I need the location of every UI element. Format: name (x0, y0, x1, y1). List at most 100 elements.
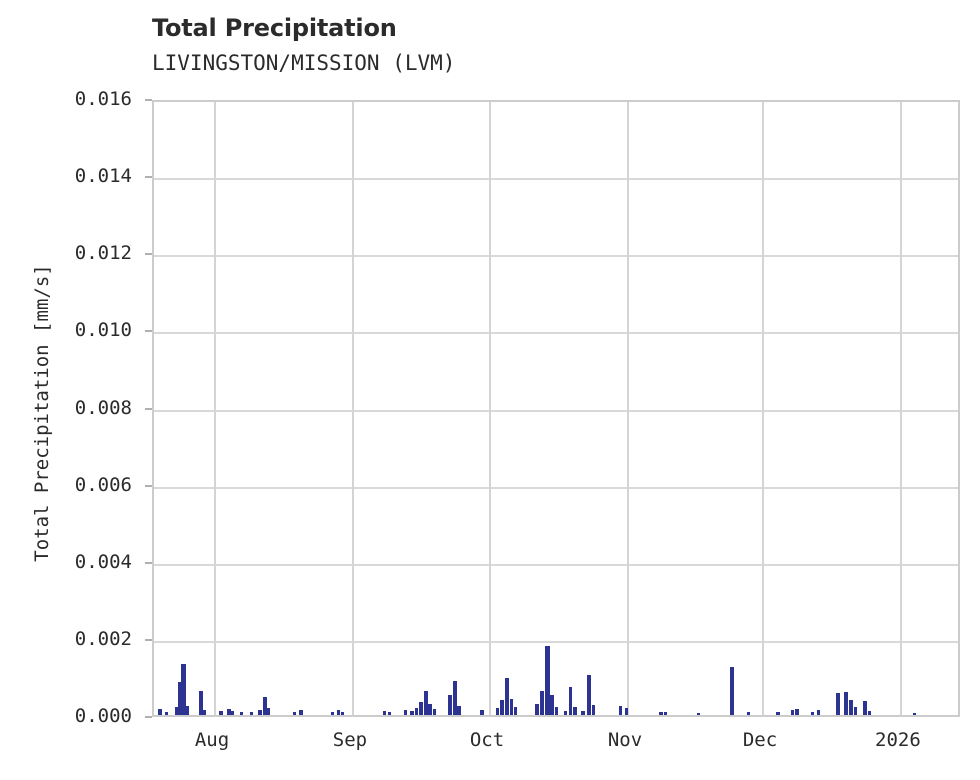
gridline-horizontal (154, 563, 958, 566)
y-axis-tick-label: 0.006 (74, 473, 132, 496)
y-axis-tick-label: 0.014 (74, 165, 132, 188)
bar (663, 712, 668, 715)
x-axis-tick-label: Nov (607, 729, 643, 751)
bar (863, 700, 868, 715)
bar (258, 709, 262, 715)
bar (186, 705, 190, 715)
y-axis-tick-mark (145, 716, 152, 718)
y-axis-tick-mark (145, 176, 152, 179)
bar (336, 710, 341, 715)
bar (292, 711, 297, 715)
bar (624, 707, 629, 715)
bar (500, 699, 505, 715)
bar (696, 712, 701, 715)
bar (545, 646, 550, 715)
bar (240, 711, 244, 715)
bar (480, 710, 484, 715)
y-axis-tick-label: 0.016 (74, 88, 132, 110)
bar (568, 686, 573, 715)
bar (581, 710, 585, 715)
y-axis-tick-label: 0.000 (74, 705, 132, 727)
gridline-horizontal (154, 178, 958, 181)
bar (790, 710, 795, 715)
x-axis-tick-label: Dec (742, 729, 778, 751)
y-axis-tick-label: 0.010 (74, 319, 132, 342)
x-axis-tick-label: Sep (332, 729, 368, 751)
bar (513, 707, 518, 715)
bar (452, 681, 457, 715)
bar (618, 705, 623, 715)
gridline-vertical (214, 102, 217, 715)
bar (448, 694, 452, 715)
bar (403, 710, 408, 715)
gridline-vertical (627, 102, 629, 715)
y-axis-tick-label: 0.002 (74, 627, 132, 650)
bar (165, 711, 169, 715)
gridline-horizontal (154, 486, 958, 489)
bar (410, 710, 414, 715)
bar (659, 711, 663, 715)
bar (267, 708, 271, 715)
bar (340, 711, 344, 715)
bar (432, 708, 436, 715)
bar (554, 706, 558, 715)
y-axis-tick-mark (145, 484, 152, 487)
x-axis-tick-label: Oct (469, 729, 505, 751)
x-axis-tick-label: Aug (194, 729, 230, 751)
bar (388, 712, 392, 715)
y-axis-tick-label: 0.012 (74, 242, 132, 265)
y-axis-tick-mark (145, 253, 152, 256)
gridline-vertical (899, 102, 902, 715)
bar (178, 682, 182, 715)
bar (174, 706, 179, 715)
y-axis-tick-mark (145, 407, 152, 410)
bar (776, 711, 780, 715)
y-axis-tick-mark (145, 638, 152, 641)
gridline-horizontal (154, 640, 958, 643)
y-axis-tick-mark (145, 330, 152, 333)
bar (853, 706, 858, 715)
bar (810, 711, 815, 715)
bar (844, 692, 848, 715)
y-axis-tick-label: 0.008 (74, 396, 132, 419)
bar (299, 710, 303, 715)
bar (868, 711, 872, 715)
bar (540, 691, 545, 715)
bar (747, 711, 751, 715)
bar (835, 692, 840, 715)
chart-subtitle: LIVINGSTON/MISSION (LVM) (152, 51, 456, 75)
plot-area (152, 100, 960, 717)
y-axis-tick-mark (145, 99, 152, 101)
y-axis-tick-mark (145, 561, 152, 564)
bar (573, 707, 577, 715)
bar (816, 709, 821, 715)
bar (912, 712, 917, 715)
bar (382, 711, 387, 715)
bar (591, 704, 596, 715)
page-title: Total Precipitation (152, 14, 397, 42)
bar (535, 704, 539, 715)
bar (250, 711, 254, 715)
bar (795, 708, 799, 715)
gridline-horizontal (154, 409, 958, 412)
y-axis-tick-label: 0.004 (74, 550, 132, 573)
bar (414, 708, 419, 715)
gridline-vertical (762, 102, 765, 715)
bar (550, 694, 554, 715)
bar (428, 703, 432, 715)
bar (262, 696, 267, 715)
bar (181, 664, 186, 715)
bar (504, 678, 509, 715)
bar (158, 708, 162, 715)
bar (330, 712, 335, 715)
bar (230, 710, 234, 715)
bar (419, 701, 424, 715)
bar (730, 667, 734, 715)
bar (423, 691, 428, 715)
gridline-horizontal (154, 255, 958, 258)
gridline-vertical (488, 102, 491, 715)
gridline-horizontal (154, 332, 958, 335)
bar (495, 708, 500, 715)
bar (227, 708, 231, 715)
